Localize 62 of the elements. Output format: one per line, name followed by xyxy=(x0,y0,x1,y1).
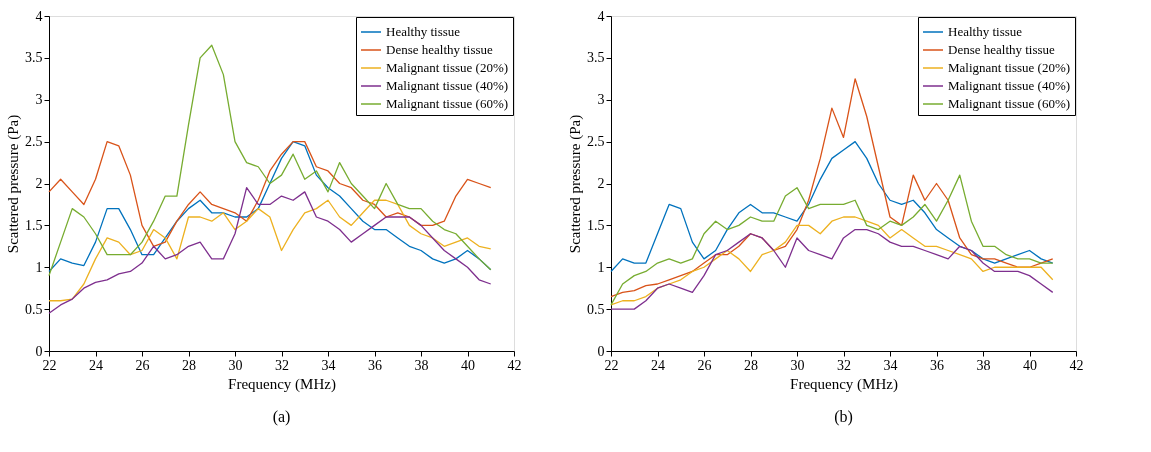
legend-label: Malignant tissue (60%) xyxy=(386,96,509,111)
line-series xyxy=(610,228,1054,310)
y-tick-label: 3 xyxy=(35,92,43,108)
legend-label: Dense healthy tissue xyxy=(386,42,494,57)
x-tick-label: 24 xyxy=(651,357,665,373)
legend-label: Dense healthy tissue xyxy=(948,42,1056,57)
x-tick-label: 22 xyxy=(604,357,619,373)
y-axis-title: Scattered pressure (Pa) xyxy=(5,114,22,254)
y-tick-label: 3.5 xyxy=(587,50,605,66)
y-axis-title: Scattered pressure (Pa) xyxy=(567,114,584,254)
line-series xyxy=(610,174,1054,306)
y-tick-label: 1.5 xyxy=(25,217,43,233)
text: (a) xyxy=(272,408,291,426)
y-tick-label: 0.5 xyxy=(25,301,43,317)
x-tick-label: 26 xyxy=(697,357,712,373)
y-tick-label: 2.5 xyxy=(25,134,43,150)
legend-label: Malignant tissue (60%) xyxy=(948,96,1071,111)
y-tick-label: 1 xyxy=(35,259,43,275)
x-tick-label: 32 xyxy=(275,357,289,373)
y-tick-label: 4 xyxy=(597,8,605,24)
legend-label: Malignant tissue (20%) xyxy=(948,60,1071,75)
y-tick-label: 3.5 xyxy=(25,50,43,66)
x-axis-title: Frequency (MHz) xyxy=(228,375,336,393)
line-series xyxy=(48,199,492,302)
text: (b) xyxy=(834,408,853,426)
x-tick-label: 34 xyxy=(321,357,336,373)
x-tick-label: 38 xyxy=(976,357,991,373)
y-tick-label: 0 xyxy=(35,343,43,359)
x-tick-label: 42 xyxy=(507,357,522,373)
x-tick-label: 28 xyxy=(182,357,196,373)
x-tick-label: 22 xyxy=(42,357,57,373)
y-tick-label: 3 xyxy=(597,92,605,108)
y-tick-label: 1 xyxy=(597,259,605,275)
y-tick-label: 2 xyxy=(35,176,43,191)
y-tick-label: 2 xyxy=(597,176,605,191)
x-tick-label: 36 xyxy=(930,357,944,373)
x-tick-label: 38 xyxy=(414,357,429,373)
x-tick-label: 40 xyxy=(1023,357,1037,373)
x-tick-label: 36 xyxy=(368,357,382,373)
x-axis-title: Frequency (MHz) xyxy=(790,375,898,393)
legend-label: Malignant tissue (20%) xyxy=(386,60,509,75)
x-tick-label: 34 xyxy=(883,357,898,373)
line-series xyxy=(610,216,1054,306)
x-tick-label: 40 xyxy=(461,357,475,373)
y-tick-label: 4 xyxy=(35,8,43,24)
legend-label: Malignant tissue (40%) xyxy=(948,78,1071,93)
x-tick-label: 30 xyxy=(228,357,243,373)
line-series xyxy=(48,187,492,314)
x-tick-label: 30 xyxy=(790,357,805,373)
x-tick-label: 42 xyxy=(1069,357,1084,373)
x-tick-label: 24 xyxy=(89,357,103,373)
legend-label: Healthy tissue xyxy=(948,24,1023,39)
y-tick-label: 2.5 xyxy=(587,134,605,150)
line-series xyxy=(48,140,492,247)
x-tick-label: 32 xyxy=(837,357,851,373)
x-tick-label: 28 xyxy=(744,357,758,373)
legend-label: Healthy tissue xyxy=(386,24,461,39)
x-tick-label: 26 xyxy=(135,357,150,373)
y-tick-label: 0 xyxy=(597,343,605,359)
legend-label: Malignant tissue (40%) xyxy=(386,78,509,93)
y-tick-label: 1.5 xyxy=(587,217,605,233)
y-tick-label: 0.5 xyxy=(587,301,605,317)
